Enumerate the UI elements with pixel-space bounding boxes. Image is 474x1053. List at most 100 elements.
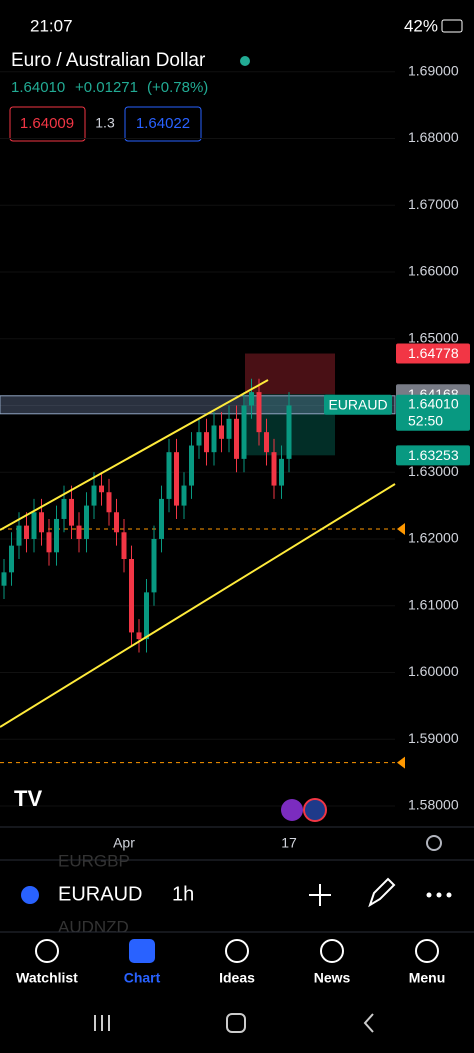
candle-body — [211, 425, 217, 453]
x-tick-label: Apr — [113, 835, 135, 851]
candle-body — [46, 532, 52, 553]
target-zone — [245, 353, 335, 395]
candle-body — [256, 392, 262, 433]
candle-body — [181, 485, 187, 506]
nav-label[interactable]: Menu — [409, 970, 446, 986]
stop-box — [396, 445, 470, 466]
candle-body — [249, 392, 254, 406]
nav-icon — [129, 939, 155, 963]
price-band — [0, 395, 396, 415]
candle-body — [16, 525, 22, 546]
candle-body — [91, 485, 97, 506]
candle-body — [159, 498, 164, 539]
candle-body — [129, 558, 134, 633]
more-icon[interactable] — [426, 892, 452, 898]
last-price-label: 1.64010 — [408, 395, 459, 411]
y-tick-label: 1.58000 — [408, 797, 459, 813]
candle-body — [196, 432, 202, 446]
symbol-tag — [324, 394, 392, 415]
candle-body — [114, 512, 119, 533]
battery-icon — [441, 19, 463, 33]
candle-body — [279, 458, 284, 486]
nav-icon — [320, 939, 344, 963]
nav-bar: Watchlist Chart Ideas News Menu — [16, 939, 445, 986]
event-icon[interactable] — [281, 799, 303, 821]
symbol[interactable]: EURAUD — [58, 883, 142, 905]
candle-body — [61, 498, 67, 519]
candle-body — [39, 512, 44, 533]
prev-symbol[interactable]: EURGBP — [58, 851, 130, 870]
countdown: 52:50 — [408, 412, 443, 428]
draw-icon[interactable] — [368, 877, 396, 908]
y-tick-label: 1.63000 — [408, 463, 459, 479]
logo: TV — [14, 786, 42, 811]
alert-marker — [397, 756, 405, 769]
candle-body — [84, 505, 89, 539]
nav-label[interactable]: News — [314, 970, 351, 986]
back-button[interactable] — [363, 1013, 374, 1033]
candle-body — [144, 592, 149, 640]
y-tick-label: 1.69000 — [408, 62, 459, 78]
home-button[interactable] — [226, 1013, 246, 1033]
bid-price: 1.64009 — [20, 115, 74, 132]
battery: 42% — [404, 16, 438, 35]
nav-label[interactable]: Watchlist — [16, 970, 78, 986]
x-tick-label: 17 — [281, 835, 297, 851]
y-tick-label: 1.59000 — [408, 730, 459, 746]
candle-body — [151, 538, 157, 593]
candle-body — [9, 545, 14, 573]
candle-body — [54, 518, 59, 553]
y-tick-label: 1.60000 — [408, 663, 459, 679]
ask-price: 1.64022 — [136, 115, 190, 132]
last-price: 1.64010 — [11, 79, 65, 96]
clock: 21:07 — [30, 16, 73, 35]
candle-body — [76, 525, 82, 539]
next-symbol[interactable]: AUDNZD — [58, 917, 129, 936]
recents-button[interactable] — [94, 1015, 110, 1031]
candle-body — [204, 432, 209, 453]
nav-label[interactable]: Chart — [124, 970, 161, 986]
trend-line — [0, 483, 396, 728]
y-tick-label: 1.68000 — [408, 129, 459, 145]
y-tick-label: 1.62000 — [408, 530, 459, 546]
interval[interactable]: 1h — [172, 883, 194, 905]
event-icon[interactable] — [303, 798, 327, 822]
candle-body — [226, 418, 232, 439]
candle-body — [234, 418, 239, 459]
symbol-title[interactable]: Euro / Australian Dollar — [11, 50, 206, 71]
buy-button[interactable] — [124, 106, 202, 142]
add-icon[interactable] — [309, 884, 331, 906]
nav-label[interactable]: Ideas — [219, 970, 255, 986]
candle-body — [31, 512, 37, 539]
candle-body — [24, 525, 29, 539]
flag-icon — [21, 886, 39, 904]
nav-icon — [225, 939, 249, 963]
stop-label: 1.63253 — [408, 447, 459, 463]
candle-body — [174, 452, 179, 506]
change: +0.01271 — [75, 79, 138, 96]
target-box — [396, 343, 470, 364]
change-percent: (+0.78%) — [147, 79, 208, 96]
candle-body — [136, 632, 142, 640]
spread: 1.3 — [95, 115, 115, 131]
market-open-dot — [240, 56, 250, 66]
candle-body — [271, 452, 277, 486]
candle-body — [219, 425, 224, 439]
sell-button[interactable] — [9, 106, 86, 142]
candle-body — [1, 572, 7, 586]
y-tick-label: 1.67000 — [408, 196, 459, 212]
settings-icon[interactable] — [426, 835, 442, 851]
candle-body — [286, 405, 292, 459]
y-tick-label: 1.61000 — [408, 596, 459, 612]
y-tick-label: 1.65000 — [408, 329, 459, 345]
last-price-box — [396, 394, 470, 431]
candle-body — [241, 405, 247, 459]
nav-icon — [415, 939, 439, 963]
candle-body — [99, 485, 104, 493]
candle-body — [121, 532, 127, 559]
candle-body — [264, 432, 269, 453]
target-label: 1.64778 — [408, 345, 459, 361]
y-tick-label: 1.66000 — [408, 263, 459, 279]
